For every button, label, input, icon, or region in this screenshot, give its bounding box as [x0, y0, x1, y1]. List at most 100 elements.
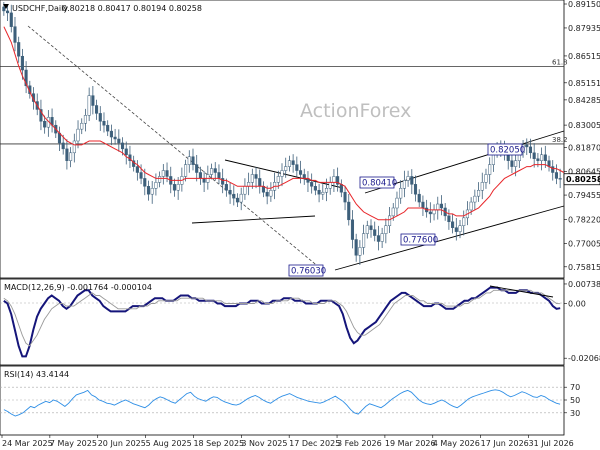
watermark: ActionForex	[300, 100, 411, 122]
candle	[447, 209, 451, 230]
candle	[135, 160, 139, 181]
candle	[232, 185, 236, 206]
candle	[458, 220, 462, 239]
svg-text:0.80410: 0.80410	[362, 179, 397, 189]
downtrend-dashed-line	[27, 25, 321, 269]
x-tick-label: 20 Jun 2025	[98, 439, 146, 448]
candle	[462, 210, 466, 236]
candle	[250, 168, 254, 189]
candle	[350, 210, 355, 249]
candle	[109, 124, 113, 146]
candle	[172, 178, 177, 197]
macd-signal-line	[3, 289, 561, 347]
candle	[488, 157, 492, 185]
candle	[128, 145, 132, 168]
candle	[13, 17, 17, 52]
svg-text:USDCHF,Daily: USDCHF,Daily	[12, 4, 68, 13]
candle	[50, 108, 54, 133]
candle	[376, 225, 380, 251]
candle	[454, 218, 458, 241]
macd-line	[3, 286, 561, 358]
candle	[195, 154, 199, 182]
candle	[332, 169, 336, 193]
candle	[209, 163, 214, 180]
candle	[76, 120, 80, 149]
candle	[124, 141, 128, 165]
candle	[354, 233, 358, 262]
candle	[436, 196, 440, 220]
price-tick-label: 0.77005	[568, 239, 600, 248]
candle	[365, 220, 369, 239]
candle	[362, 224, 366, 255]
candle	[113, 128, 117, 145]
price-panel-frame	[0, 0, 565, 279]
candle	[57, 126, 62, 152]
candle	[6, 4, 10, 21]
candle	[480, 172, 484, 200]
x-tick-label: 24 Mar 2025	[2, 439, 53, 448]
rsi-y-axis: 70 50 30	[564, 383, 580, 418]
candle	[347, 193, 351, 226]
svg-text:0.82050: 0.82050	[490, 146, 525, 156]
candle	[451, 213, 455, 234]
price-tick-label: 0.87935	[568, 24, 600, 33]
x-tick-label: 3 Nov 2025	[241, 439, 287, 448]
candle	[269, 182, 273, 202]
candle	[187, 150, 191, 173]
rsi-line	[3, 389, 561, 417]
candle	[287, 155, 291, 172]
candle	[243, 178, 247, 200]
triangle-lower-line	[191, 215, 316, 224]
macd-panel-frame	[0, 278, 565, 366]
candle	[421, 195, 425, 217]
candle	[224, 178, 228, 197]
macd-tick-label: -0.020686	[568, 354, 600, 363]
candle	[65, 139, 69, 170]
svg-text:0.80258: 0.80258	[566, 175, 600, 184]
candle	[69, 147, 73, 168]
candle	[298, 160, 303, 184]
candle	[425, 199, 429, 218]
candle	[432, 204, 436, 221]
candle	[528, 138, 533, 159]
price-tick-label: 0.85151	[568, 79, 600, 88]
candle	[17, 36, 21, 63]
svg-text:0.76030: 0.76030	[291, 267, 326, 277]
x-tick-label: 31 Jul 2026	[528, 439, 573, 448]
candle	[191, 148, 195, 171]
last-price-tag: 0.80258	[563, 173, 600, 186]
x-tick-label: 5 Aug 2025	[146, 439, 192, 448]
candle	[477, 182, 481, 202]
candle	[83, 108, 87, 132]
candle	[302, 168, 306, 185]
candle	[310, 173, 314, 194]
x-tick-label: 17 Dec 2025	[289, 439, 340, 448]
candle	[295, 156, 299, 177]
candle	[261, 181, 266, 198]
candle	[321, 184, 325, 200]
candle	[213, 162, 217, 181]
x-tick-label: 3 Feb 2026	[337, 439, 382, 448]
candle	[313, 181, 317, 196]
macd-tick-label: 0.00	[568, 299, 586, 308]
candle	[336, 167, 340, 192]
candle	[399, 180, 403, 204]
x-tick-label: 7 May 2025	[50, 439, 97, 448]
candle	[158, 171, 162, 188]
candle	[154, 173, 158, 196]
candle	[61, 134, 65, 155]
candle	[358, 240, 362, 265]
candle	[525, 138, 529, 155]
candle	[317, 183, 321, 203]
price-tick-label: 0.83005	[568, 121, 600, 130]
annotation-0-82050: 0.82050	[487, 143, 525, 156]
candle	[24, 61, 28, 94]
candle	[117, 129, 121, 152]
macd-legend: MACD(12,26,9) -0.001764 -0.000104	[4, 283, 152, 292]
annotation-0-80410: 0.80410	[359, 176, 397, 189]
candle	[439, 195, 444, 216]
candle	[146, 180, 151, 201]
candle	[369, 219, 373, 238]
